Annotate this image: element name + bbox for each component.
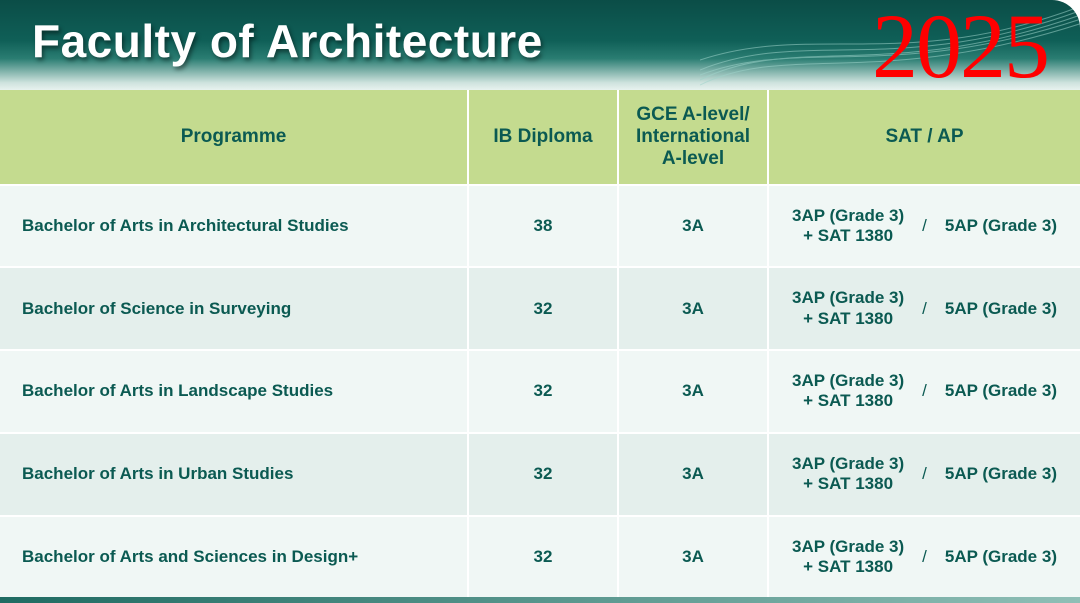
- cell-gce: 3A: [618, 185, 768, 268]
- cell-programme: Bachelor of Arts in Urban Studies: [0, 433, 468, 516]
- requirements-table: Programme IB Diploma GCE A-level/ Intern…: [0, 90, 1080, 597]
- table-row: Bachelor of Arts in Architectural Studie…: [0, 185, 1080, 268]
- sat-a-line2: + SAT 1380: [792, 391, 904, 411]
- col-header-gce-text: GCE A-level/ International A-level: [636, 104, 750, 170]
- sat-wrap: 3AP (Grade 3) + SAT 1380 / 5AP (Grade 3): [779, 206, 1070, 247]
- sat-option-b: 5AP (Grade 3): [945, 547, 1057, 567]
- cell-gce-value: 3A: [682, 216, 704, 235]
- col-header-gce: GCE A-level/ International A-level: [618, 90, 768, 185]
- sat-a-line1: 3AP (Grade 3): [792, 206, 904, 226]
- cell-sat: 3AP (Grade 3) + SAT 1380 / 5AP (Grade 3): [768, 433, 1080, 516]
- sat-wrap: 3AP (Grade 3) + SAT 1380 / 5AP (Grade 3): [779, 288, 1070, 329]
- sat-wrap: 3AP (Grade 3) + SAT 1380 / 5AP (Grade 3): [779, 371, 1070, 412]
- table-header-row: Programme IB Diploma GCE A-level/ Intern…: [0, 90, 1080, 185]
- cell-ib: 32: [468, 516, 618, 598]
- cell-sat: 3AP (Grade 3) + SAT 1380 / 5AP (Grade 3): [768, 516, 1080, 598]
- cell-sat: 3AP (Grade 3) + SAT 1380 / 5AP (Grade 3): [768, 267, 1080, 350]
- cell-gce: 3A: [618, 433, 768, 516]
- sat-separator: /: [922, 381, 927, 401]
- sat-option-a: 3AP (Grade 3) + SAT 1380: [792, 537, 904, 578]
- sat-separator: /: [922, 216, 927, 236]
- page-container: Faculty of Architecture 2025 Programme I…: [0, 0, 1080, 603]
- cell-ib: 38: [468, 185, 618, 268]
- table-row: Bachelor of Arts and Sciences in Design+…: [0, 516, 1080, 598]
- cell-gce-value: 3A: [682, 299, 704, 318]
- page-title: Faculty of Architecture: [32, 14, 543, 68]
- cell-gce-value: 3A: [682, 464, 704, 483]
- sat-a-line2: + SAT 1380: [792, 557, 904, 577]
- cell-gce-value: 3A: [682, 381, 704, 400]
- col-header-programme: Programme: [0, 90, 468, 185]
- footer-gradient-bar: [0, 597, 1080, 603]
- sat-option-a: 3AP (Grade 3) + SAT 1380: [792, 454, 904, 495]
- sat-wrap: 3AP (Grade 3) + SAT 1380 / 5AP (Grade 3): [779, 454, 1070, 495]
- sat-a-line2: + SAT 1380: [792, 474, 904, 494]
- cell-programme: Bachelor of Arts in Landscape Studies: [0, 350, 468, 433]
- sat-a-line1: 3AP (Grade 3): [792, 288, 904, 308]
- cell-ib: 32: [468, 267, 618, 350]
- sat-a-line1: 3AP (Grade 3): [792, 454, 904, 474]
- cell-gce: 3A: [618, 267, 768, 350]
- col-header-sat: SAT / AP: [768, 90, 1080, 185]
- sat-option-a: 3AP (Grade 3) + SAT 1380: [792, 288, 904, 329]
- col-header-ib: IB Diploma: [468, 90, 618, 185]
- table-body: Bachelor of Arts in Architectural Studie…: [0, 185, 1080, 598]
- sat-a-line1: 3AP (Grade 3): [792, 371, 904, 391]
- sat-option-a: 3AP (Grade 3) + SAT 1380: [792, 371, 904, 412]
- sat-option-b: 5AP (Grade 3): [945, 464, 1057, 484]
- cell-ib: 32: [468, 350, 618, 433]
- sat-a-line2: + SAT 1380: [792, 309, 904, 329]
- page-header: Faculty of Architecture 2025: [0, 0, 1080, 90]
- sat-option-b: 5AP (Grade 3): [945, 381, 1057, 401]
- sat-a-line2: + SAT 1380: [792, 226, 904, 246]
- table-row: Bachelor of Arts in Landscape Studies 32…: [0, 350, 1080, 433]
- cell-gce: 3A: [618, 516, 768, 598]
- cell-programme: Bachelor of Science in Surveying: [0, 267, 468, 350]
- sat-separator: /: [922, 299, 927, 319]
- table-row: Bachelor of Science in Surveying 32 3A 3…: [0, 267, 1080, 350]
- cell-programme: Bachelor of Arts in Architectural Studie…: [0, 185, 468, 268]
- sat-wrap: 3AP (Grade 3) + SAT 1380 / 5AP (Grade 3): [779, 537, 1070, 578]
- cell-sat: 3AP (Grade 3) + SAT 1380 / 5AP (Grade 3): [768, 350, 1080, 433]
- sat-option-b: 5AP (Grade 3): [945, 216, 1057, 236]
- table-row: Bachelor of Arts in Urban Studies 32 3A …: [0, 433, 1080, 516]
- sat-option-a: 3AP (Grade 3) + SAT 1380: [792, 206, 904, 247]
- cell-sat: 3AP (Grade 3) + SAT 1380 / 5AP (Grade 3): [768, 185, 1080, 268]
- sat-a-line1: 3AP (Grade 3): [792, 537, 904, 557]
- sat-separator: /: [922, 547, 927, 567]
- sat-separator: /: [922, 464, 927, 484]
- sat-option-b: 5AP (Grade 3): [945, 299, 1057, 319]
- cell-programme: Bachelor of Arts and Sciences in Design+: [0, 516, 468, 598]
- cell-gce: 3A: [618, 350, 768, 433]
- year-badge: 2025: [872, 0, 1048, 90]
- cell-ib: 32: [468, 433, 618, 516]
- cell-gce-value: 3A: [682, 547, 704, 566]
